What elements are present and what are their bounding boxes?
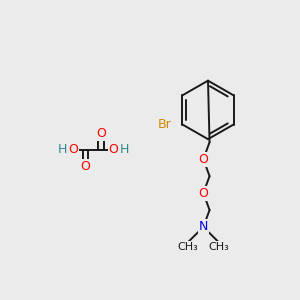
Text: N: N: [199, 220, 208, 233]
Text: H: H: [120, 143, 129, 157]
Text: Br: Br: [158, 118, 172, 131]
Text: O: O: [81, 160, 91, 173]
Text: O: O: [96, 127, 106, 140]
Text: CH₃: CH₃: [178, 242, 198, 252]
Text: CH₃: CH₃: [208, 242, 229, 252]
Text: O: O: [68, 143, 78, 157]
Text: O: O: [198, 187, 208, 200]
Text: O: O: [109, 143, 118, 157]
Text: O: O: [198, 153, 208, 166]
Text: H: H: [58, 143, 67, 157]
